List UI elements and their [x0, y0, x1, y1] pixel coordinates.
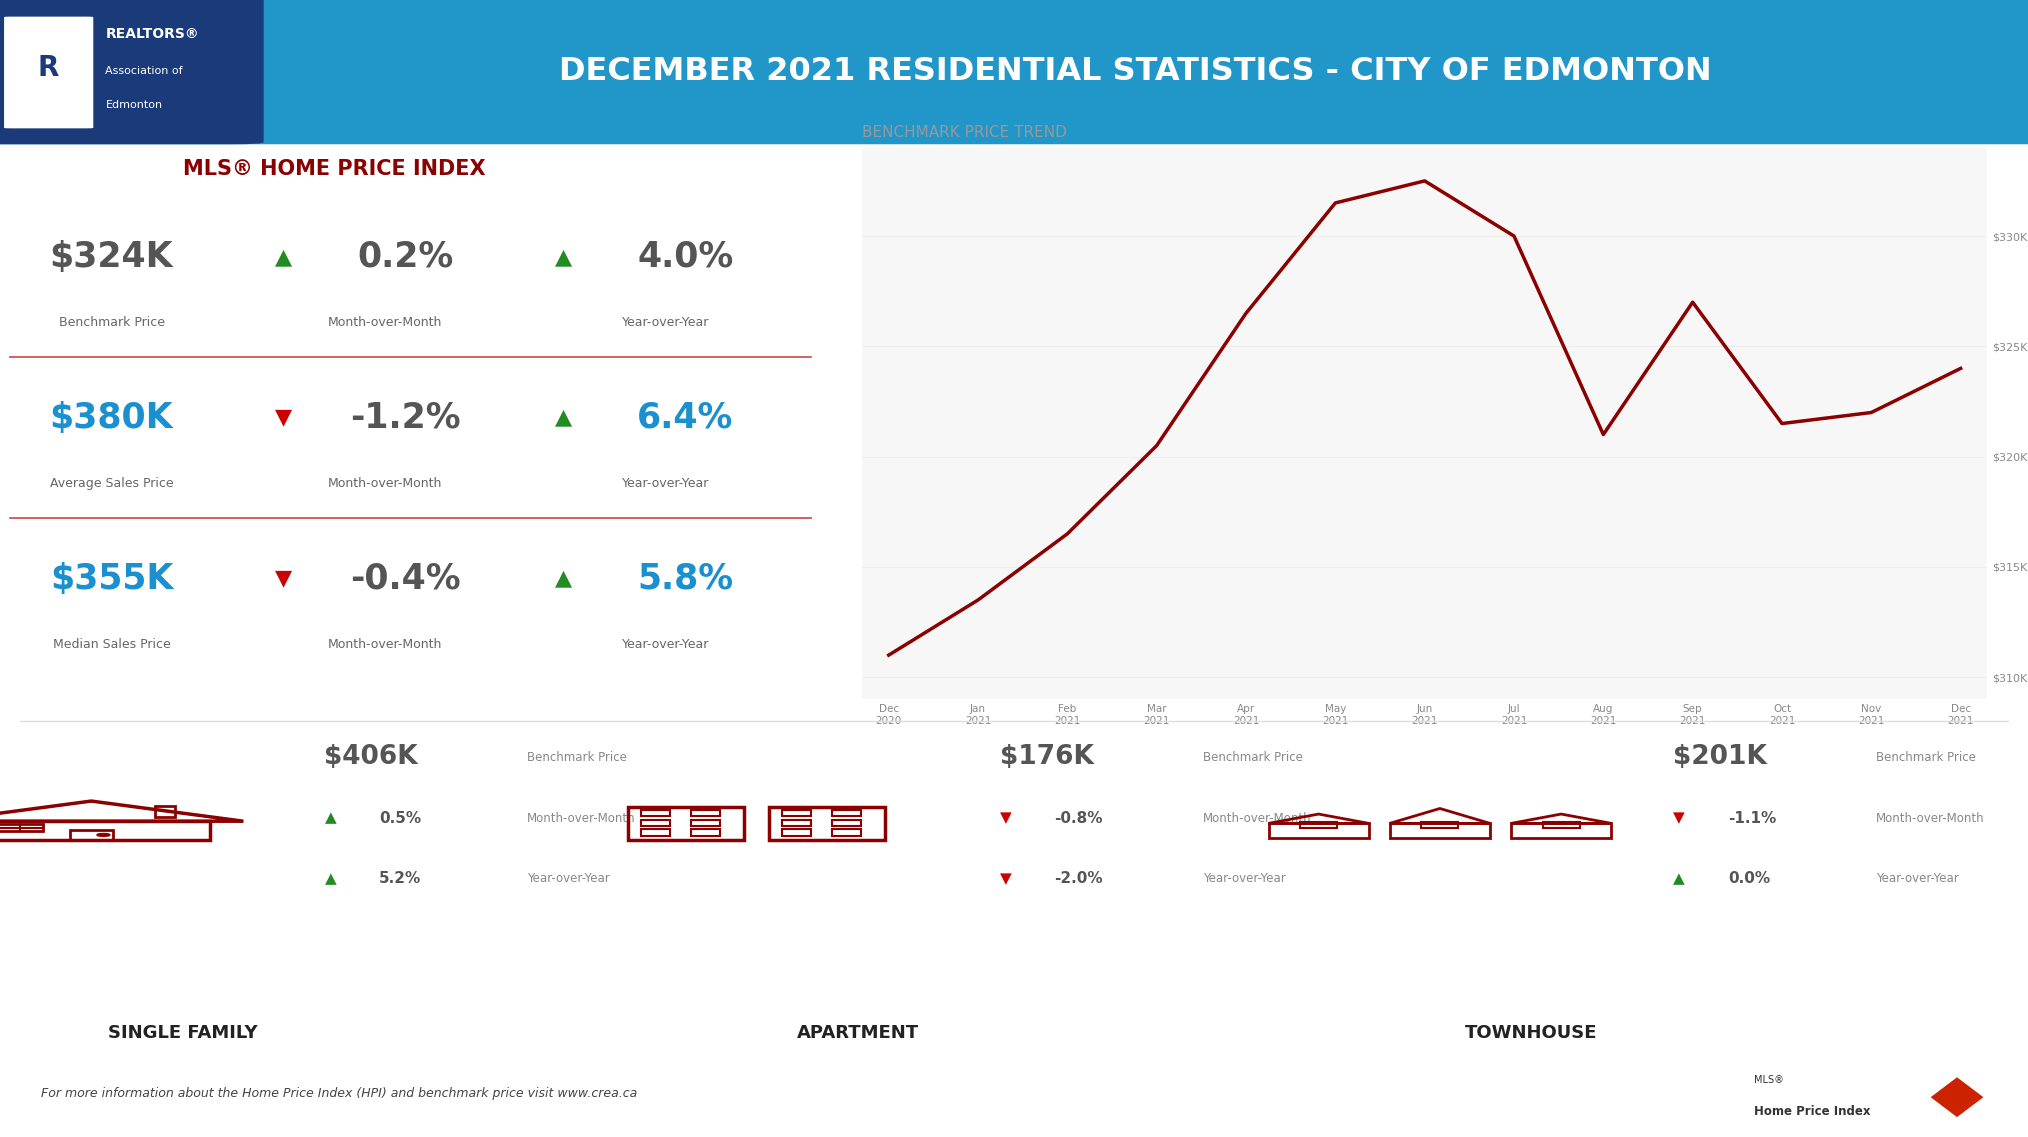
Text: 4.0%: 4.0%	[637, 240, 734, 274]
Bar	[0, 824, 43, 831]
Text: $380K: $380K	[51, 400, 172, 434]
Bar	[0, 821, 211, 840]
Text: Month-over-Month: Month-over-Month	[329, 478, 442, 490]
Text: 0.0%: 0.0%	[1728, 871, 1770, 887]
Text: -0.4%: -0.4%	[351, 562, 460, 596]
Text: Year-over-Year: Year-over-Year	[621, 638, 710, 652]
Text: TOWNHOUSE: TOWNHOUSE	[1464, 1024, 1598, 1041]
Bar	[783, 810, 811, 816]
Text: -0.8%: -0.8%	[1055, 811, 1103, 825]
Text: $176K: $176K	[1000, 745, 1093, 770]
Text: Edmonton: Edmonton	[105, 100, 162, 110]
Text: ▲: ▲	[276, 247, 292, 267]
Bar	[1543, 822, 1580, 828]
Bar	[692, 810, 720, 816]
Text: ▼: ▼	[1000, 811, 1012, 825]
Text: Month-over-Month: Month-over-Month	[329, 316, 442, 330]
Text: Month-over-Month: Month-over-Month	[1876, 812, 1985, 824]
Text: Benchmark Price: Benchmark Price	[59, 316, 164, 330]
Text: Year-over-Year: Year-over-Year	[1203, 872, 1286, 886]
Text: Median Sales Price: Median Sales Price	[53, 638, 170, 652]
Bar	[692, 829, 720, 836]
Text: ▲: ▲	[556, 247, 572, 267]
Text: Benchmark Price: Benchmark Price	[1203, 750, 1302, 764]
Bar	[629, 806, 744, 840]
Text: 5.2%: 5.2%	[379, 871, 422, 887]
Bar	[1389, 823, 1491, 838]
Bar	[834, 829, 862, 836]
Text: Home Price Index: Home Price Index	[1754, 1105, 1870, 1118]
Text: ▲: ▲	[324, 811, 337, 825]
Text: MLS®: MLS®	[1754, 1074, 1785, 1085]
Text: -1.1%: -1.1%	[1728, 811, 1777, 825]
Bar	[156, 806, 174, 816]
FancyBboxPatch shape	[4, 17, 93, 128]
Text: ▼: ▼	[276, 408, 292, 428]
Bar	[1422, 822, 1458, 828]
Bar	[834, 810, 862, 816]
FancyBboxPatch shape	[0, 0, 2028, 144]
Text: Year-over-Year: Year-over-Year	[527, 872, 610, 886]
Text: 0.5%: 0.5%	[379, 811, 422, 825]
Text: Year-over-Year: Year-over-Year	[621, 478, 710, 490]
Text: MLS® HOME PRICE INDEX: MLS® HOME PRICE INDEX	[183, 159, 487, 180]
Bar	[641, 820, 671, 825]
Text: For more information about the Home Price Index (HPI) and benchmark price visit : For more information about the Home Pric…	[41, 1087, 637, 1099]
Text: Month-over-Month: Month-over-Month	[527, 812, 637, 824]
Text: $201K: $201K	[1673, 745, 1766, 770]
FancyBboxPatch shape	[0, 0, 264, 144]
Bar	[783, 820, 811, 825]
Text: Association of: Association of	[105, 66, 183, 76]
Text: ▼: ▼	[276, 568, 292, 589]
Text: BENCHMARK PRICE TREND: BENCHMARK PRICE TREND	[862, 125, 1067, 140]
Text: Month-over-Month: Month-over-Month	[329, 638, 442, 652]
Text: 6.4%: 6.4%	[637, 400, 734, 434]
Bar	[1300, 822, 1336, 828]
Bar	[641, 810, 671, 816]
Text: SINGLE FAMILY: SINGLE FAMILY	[107, 1024, 258, 1041]
Bar	[71, 830, 114, 840]
Text: 5.8%: 5.8%	[637, 562, 734, 596]
Text: DECEMBER 2021 RESIDENTIAL STATISTICS - CITY OF EDMONTON: DECEMBER 2021 RESIDENTIAL STATISTICS - C…	[560, 56, 1712, 86]
Text: $324K: $324K	[51, 240, 172, 274]
Text: ▲: ▲	[556, 568, 572, 589]
Text: Month-over-Month: Month-over-Month	[1203, 812, 1312, 824]
Text: Year-over-Year: Year-over-Year	[1876, 872, 1959, 886]
Text: Average Sales Price: Average Sales Price	[51, 478, 172, 490]
Bar	[783, 829, 811, 836]
Text: ▼: ▼	[1000, 871, 1012, 887]
Text: $406K: $406K	[324, 745, 418, 770]
Text: -2.0%: -2.0%	[1055, 871, 1103, 887]
Text: ▼: ▼	[1673, 811, 1685, 825]
Text: APARTMENT: APARTMENT	[797, 1024, 919, 1041]
Bar	[769, 806, 884, 840]
Text: ▲: ▲	[324, 871, 337, 887]
Bar	[1270, 823, 1369, 838]
Bar	[1511, 823, 1612, 838]
Text: $355K: $355K	[51, 562, 172, 596]
Text: Benchmark Price: Benchmark Price	[1876, 750, 1975, 764]
Text: REALTORS®: REALTORS®	[105, 27, 199, 41]
Text: 0.2%: 0.2%	[357, 240, 454, 274]
Text: R: R	[39, 55, 59, 82]
Bar	[834, 820, 862, 825]
Text: Year-over-Year: Year-over-Year	[621, 316, 710, 330]
Bar	[692, 820, 720, 825]
Text: Benchmark Price: Benchmark Price	[527, 750, 627, 764]
Text: ▲: ▲	[556, 408, 572, 428]
Polygon shape	[1931, 1078, 1983, 1117]
Text: ▲: ▲	[1673, 871, 1685, 887]
Bar	[641, 829, 671, 836]
Text: -1.2%: -1.2%	[351, 400, 460, 434]
